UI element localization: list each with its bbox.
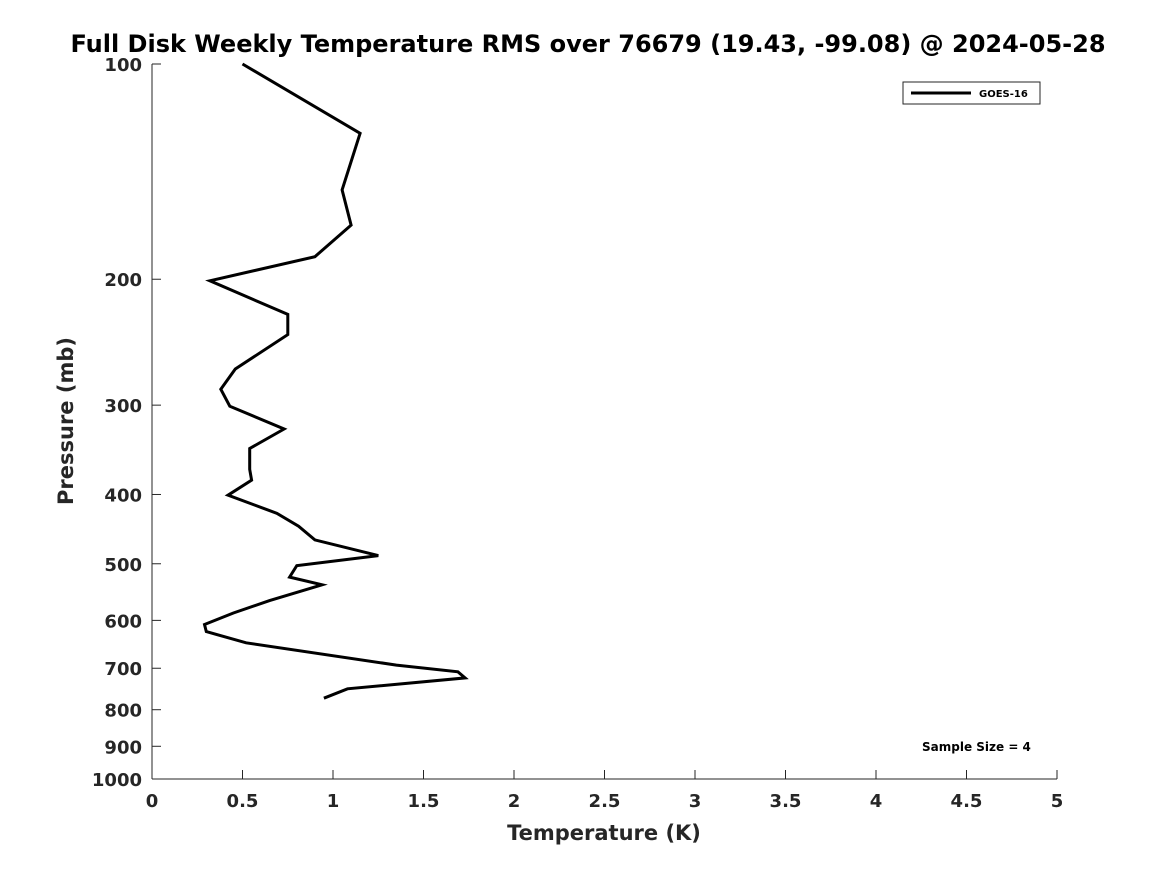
y-axis-label: Pressure (mb) — [54, 337, 78, 505]
y-tick-label: 900 — [104, 737, 142, 758]
x-tick-label: 2 — [508, 791, 521, 812]
y-tick-label: 600 — [104, 611, 142, 632]
x-tick-label: 4 — [870, 791, 883, 812]
x-tick-label: 1 — [327, 791, 340, 812]
x-tick-label: 3 — [689, 791, 702, 812]
y-tick-label: 500 — [104, 555, 142, 576]
x-axis-ticks: 0 0.5 1 1.5 2 2.5 3 3.5 4 4.5 5 — [146, 770, 1064, 812]
x-tick-label: 5 — [1051, 791, 1064, 812]
x-tick-label: 2.5 — [589, 791, 621, 812]
x-tick-label: 4.5 — [951, 791, 983, 812]
series-line-goes-16 — [202, 62, 469, 700]
legend[interactable]: GOES-16 — [902, 81, 1041, 105]
sample-size-annotation: Sample Size = 4 — [922, 740, 1031, 754]
y-tick-label: 1000 — [92, 770, 142, 791]
x-tick-label: 0.5 — [227, 791, 259, 812]
y-tick-label: 100 — [104, 55, 142, 76]
y-tick-label: 200 — [104, 270, 142, 291]
legend-label: GOES-16 — [979, 89, 1028, 100]
series-group — [202, 62, 469, 700]
y-tick-label: 800 — [104, 701, 142, 722]
x-tick-label: 0 — [146, 791, 159, 812]
chart-title: Full Disk Weekly Temperature RMS over 76… — [70, 30, 1105, 58]
x-tick-label: 1.5 — [408, 791, 440, 812]
x-axis-label: Temperature (K) — [507, 821, 701, 845]
x-tick-label: 3.5 — [770, 791, 802, 812]
y-axis-ticks: 100 200 300 400 500 600 700 800 900 1000 — [92, 55, 161, 791]
legend-box — [902, 81, 1041, 105]
y-tick-label: 700 — [104, 659, 142, 680]
y-tick-label: 400 — [104, 485, 142, 506]
y-tick-label: 300 — [104, 396, 142, 417]
